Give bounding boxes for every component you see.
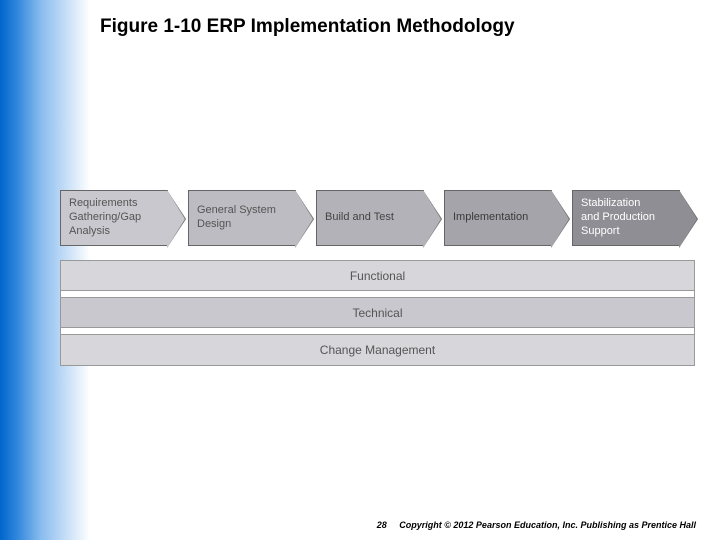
process-step-label: Stabilizationand ProductionSupport (581, 197, 655, 238)
process-step-label: RequirementsGathering/GapAnalysis (69, 197, 141, 238)
layer-bar-label: Functional (350, 269, 405, 283)
layer-bar-1: Functional (61, 261, 694, 291)
process-step-5: Stabilizationand ProductionSupport (572, 190, 680, 246)
footer: 28 Copyright © 2012 Pearson Education, I… (377, 520, 696, 530)
layer-bar-label: Change Management (320, 343, 435, 357)
process-step-1: RequirementsGathering/GapAnalysis (60, 190, 168, 246)
process-step-4: Implementation (444, 190, 552, 246)
process-step-2: General SystemDesign (188, 190, 296, 246)
copyright-text: Copyright © 2012 Pearson Education, Inc.… (399, 520, 696, 530)
process-step-3: Build and Test (316, 190, 424, 246)
page-number: 28 (377, 520, 387, 530)
process-step-label: General SystemDesign (197, 204, 276, 232)
content-area: Figure 1-10 ERP Implementation Methodolo… (90, 16, 710, 158)
process-step-label: Implementation (453, 211, 528, 225)
figure-title: Figure 1-10 ERP Implementation Methodolo… (100, 16, 710, 38)
layers-frame: Functional Technical Change Management (60, 260, 695, 366)
process-arrows-row: RequirementsGathering/GapAnalysis General… (60, 190, 710, 258)
bar-gap (61, 291, 694, 298)
layer-bar-label: Technical (352, 306, 402, 320)
diagram-area: RequirementsGathering/GapAnalysis General… (60, 190, 720, 366)
process-step-label: Build and Test (325, 211, 394, 225)
layer-bar-2: Technical (61, 298, 694, 328)
bar-gap (61, 328, 694, 335)
layer-bar-3: Change Management (61, 335, 694, 365)
